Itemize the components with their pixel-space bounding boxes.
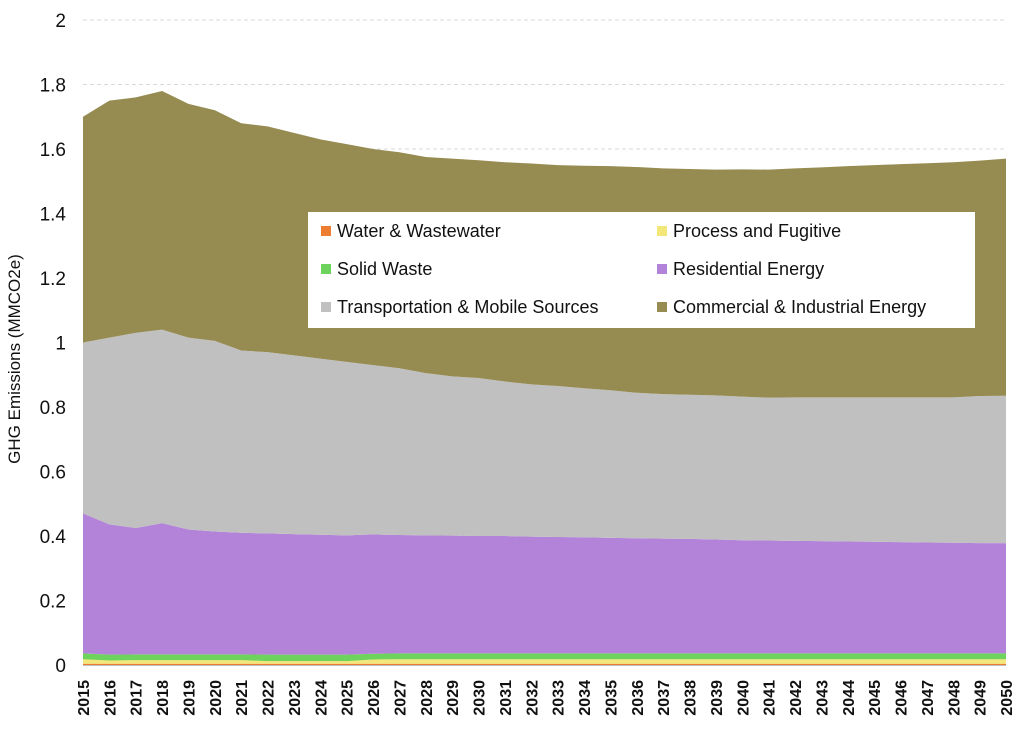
legend-swatch-residential-energy — [657, 264, 667, 274]
legend-label-process-and-fugitive: Process and Fugitive — [673, 221, 841, 241]
x-tick-label: 2035 — [603, 680, 620, 716]
area-series — [83, 90, 1006, 665]
y-tick-label: 0.4 — [40, 527, 67, 548]
x-tick-label: 2028 — [419, 680, 436, 716]
x-tick-label: 2049 — [973, 680, 990, 716]
x-tick-label: 2019 — [181, 680, 198, 716]
x-tick-label: 2023 — [287, 680, 304, 716]
legend: Water & Wastewater Process and Fugitive So… — [308, 212, 975, 328]
legend-label-transportation-mobile-sources: Transportation & Mobile Sources — [337, 297, 598, 317]
legend-label-commercial-industrial-energy: Commercial & Industrial Energy — [673, 297, 926, 317]
x-tick-label: 2038 — [683, 680, 700, 716]
x-tick-label: 2047 — [920, 680, 937, 716]
area-process-and-fugitive — [83, 659, 1006, 664]
x-tick-label: 2016 — [102, 680, 119, 716]
x-tick-label: 2030 — [472, 680, 489, 716]
x-tick-label: 2044 — [841, 680, 858, 716]
y-tick-label: 0.6 — [40, 463, 66, 484]
legend-swatch-transportation-mobile-sources — [321, 302, 331, 312]
legend-label-residential-energy: Residential Energy — [673, 259, 824, 279]
legend-box — [308, 212, 975, 328]
y-tick-label: 1.2 — [40, 269, 66, 290]
x-tick-label: 2050 — [999, 680, 1016, 716]
y-axis-title: GHG Emissions (MMCO2e) — [5, 254, 24, 464]
y-tick-label: 1.8 — [40, 76, 66, 97]
legend-swatch-water-wastewater — [321, 226, 331, 236]
x-tick-label: 2015 — [76, 680, 93, 716]
x-tick-label: 2027 — [392, 680, 409, 716]
x-tick-label: 2039 — [709, 680, 726, 716]
x-tick-label: 2034 — [577, 680, 594, 716]
x-tick-label: 2026 — [366, 680, 383, 716]
legend-label-solid-waste: Solid Waste — [337, 259, 432, 279]
y-tick-label: 0.8 — [40, 398, 66, 419]
legend-swatch-commercial-industrial-energy — [657, 302, 667, 312]
x-tick-label: 2045 — [867, 680, 884, 716]
y-tick-label: 1 — [55, 334, 66, 355]
x-tick-label: 2048 — [946, 680, 963, 716]
y-tick-label: 1.4 — [40, 205, 67, 226]
x-tick-label: 2017 — [129, 680, 146, 716]
y-tick-label: 1.6 — [40, 140, 66, 161]
legend-swatch-process-and-fugitive — [657, 226, 667, 236]
x-tick-label: 2042 — [788, 680, 805, 716]
x-tick-label: 2036 — [630, 680, 647, 716]
x-tick-label: 2031 — [498, 680, 515, 716]
x-tick-label: 2022 — [261, 680, 278, 716]
y-tick-label: 2 — [55, 11, 66, 32]
axes: 0 0.2 0.4 0.6 0.8 1 1.2 1.4 1.6 1.8 2 2015 2016 2017 2… — [40, 11, 1016, 716]
x-tick-label: 2041 — [762, 680, 779, 716]
x-tick-label: 2020 — [208, 680, 225, 716]
x-tick-label: 2024 — [313, 680, 330, 716]
x-tick-label: 2043 — [814, 680, 831, 716]
x-tick-label: 2033 — [551, 680, 568, 716]
x-tick-label: 2032 — [524, 680, 541, 716]
x-tick-label: 2021 — [234, 680, 251, 716]
x-tick-label: 2046 — [894, 680, 911, 716]
x-tick-label: 2037 — [656, 680, 673, 716]
area-water-wastewater — [83, 663, 1006, 665]
x-tick-label: 2029 — [445, 680, 462, 716]
legend-swatch-solid-waste — [321, 264, 331, 274]
y-tick-label: 0 — [55, 656, 66, 677]
area-transportation-mobile-sources — [83, 329, 1006, 544]
area-residential-energy — [83, 513, 1006, 655]
x-tick-label: 2025 — [340, 680, 357, 716]
x-tick-label: 2040 — [735, 680, 752, 716]
y-tick-label: 0.2 — [40, 592, 66, 613]
area-solid-waste — [83, 653, 1006, 662]
legend-label-water-wastewater: Water & Wastewater — [337, 221, 501, 241]
x-tick-label: 2018 — [155, 680, 172, 716]
